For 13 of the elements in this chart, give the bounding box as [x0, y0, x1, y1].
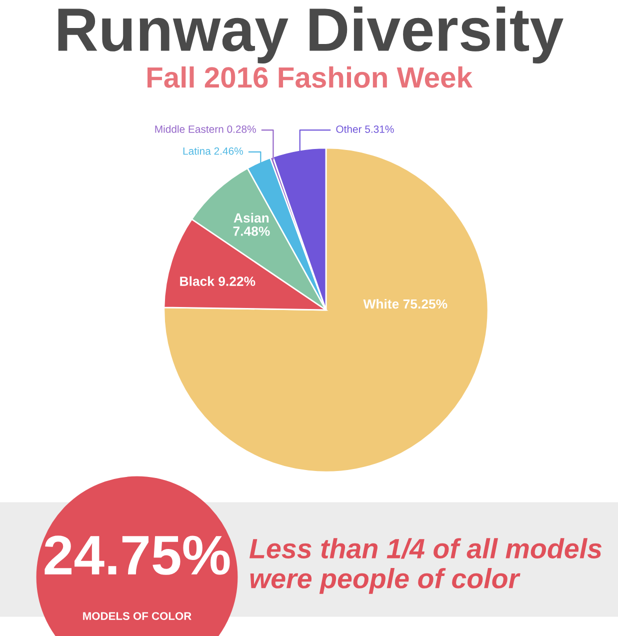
slice-label: Other 5.31%	[336, 125, 394, 133]
text: MODELS OF COLOR	[83, 612, 192, 620]
chart-title: Runway Diversity	[58, 6, 564, 64]
text: Less than 1/4 of all models were people of color	[249, 538, 602, 594]
slice-label: Asian	[234, 212, 269, 223]
slice-label: Black 9.22%	[180, 276, 256, 286]
slice-label: Middle Eastern 0.28%	[155, 125, 256, 133]
pie-slice	[163, 147, 489, 473]
slice-label: Latina 2.46%	[183, 147, 243, 155]
chart-subtitle: Fall 2016 Fashion Week	[148, 66, 473, 88]
slice-label: White 75.25%	[363, 298, 448, 309]
data-label: 7.48%	[233, 226, 270, 236]
text: 24.75%	[44, 536, 230, 575]
